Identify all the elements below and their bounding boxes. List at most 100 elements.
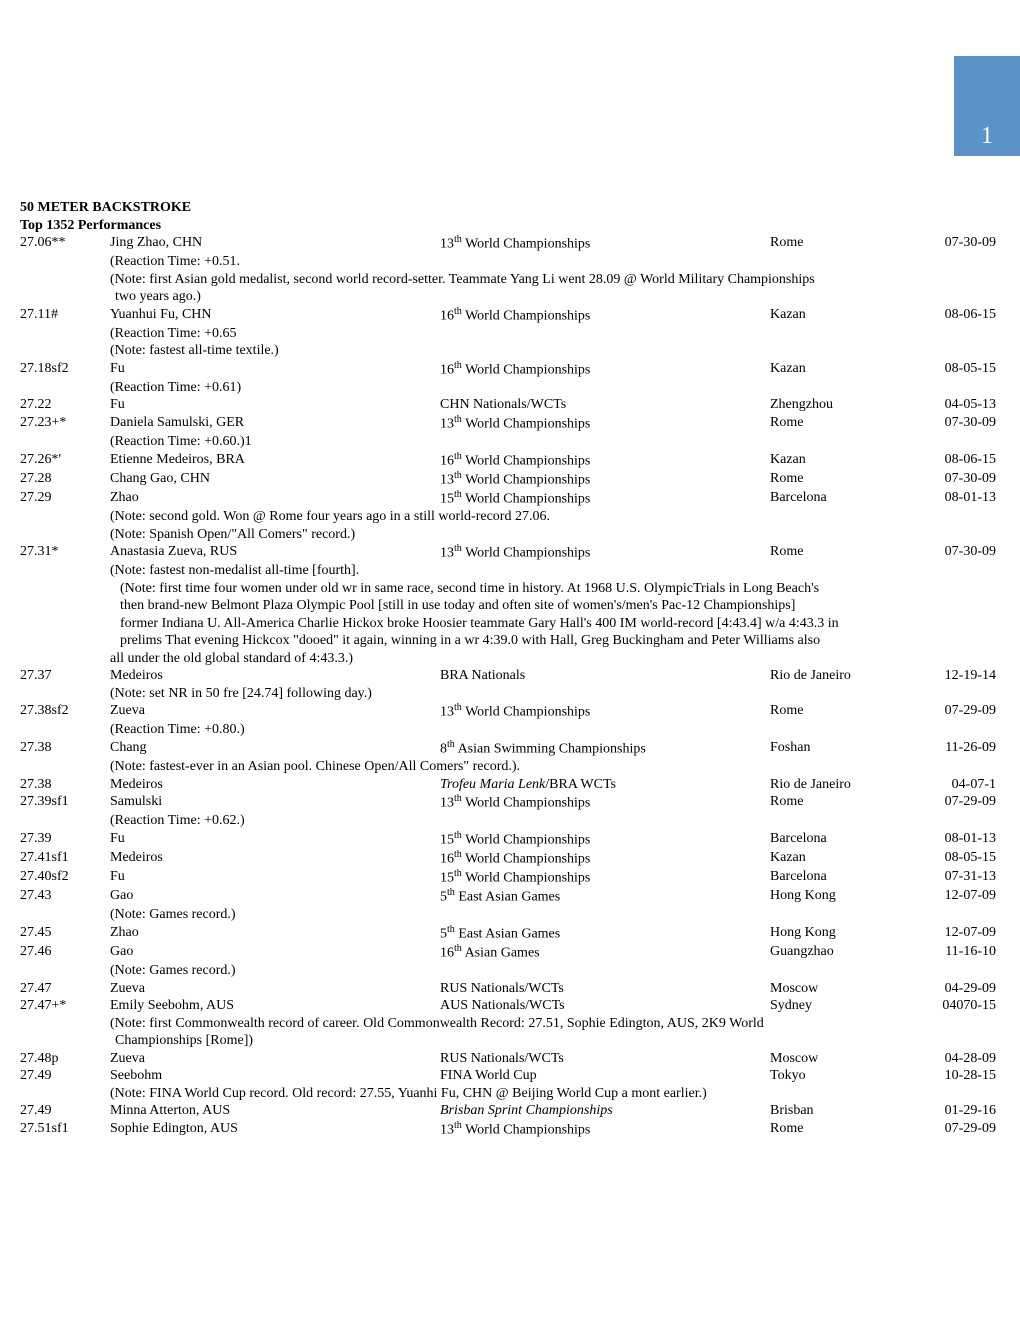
swimmer-cell: Anastasia Zueva, RUS bbox=[110, 543, 440, 562]
event-ordinal: 16 bbox=[440, 852, 454, 867]
event-tail: World Championships bbox=[462, 832, 591, 847]
date-cell: 04-07-1 bbox=[930, 776, 1000, 794]
performance-note: Championships [Rome]) bbox=[20, 1032, 1000, 1050]
date-cell: 08-06-15 bbox=[930, 451, 1000, 470]
performance-row: 27.31*Anastasia Zueva, RUS13th World Cha… bbox=[20, 543, 1000, 562]
date-cell: 12-19-14 bbox=[930, 667, 1000, 685]
time-cell: 27.28 bbox=[20, 470, 110, 489]
event-tail: World Championships bbox=[462, 417, 591, 432]
location-cell: Barcelona bbox=[770, 830, 930, 849]
performance-row: 27.38sf2Zueva13th World ChampionshipsRom… bbox=[20, 702, 1000, 721]
event-ordinal: 13 bbox=[440, 796, 454, 811]
performance-row: 27.41sf1Medeiros16th World Championships… bbox=[20, 849, 1000, 868]
document-body: 50 METER BACKSTROKE Top 1352 Performance… bbox=[0, 0, 1020, 1169]
performance-note: (Reaction Time: +0.65 bbox=[20, 325, 1000, 343]
location-cell: Moscow bbox=[770, 1050, 930, 1068]
performance-note: (Reaction Time: +0.51. bbox=[20, 253, 1000, 271]
time-cell: 27.39 bbox=[20, 830, 110, 849]
date-cell: 04-29-09 bbox=[930, 980, 1000, 998]
swimmer-cell: Fu bbox=[110, 868, 440, 887]
event-ordinal: 13 bbox=[440, 705, 454, 720]
date-cell: 04070-15 bbox=[930, 997, 1000, 1015]
performance-row: 27.11#Yuanhui Fu, CHN16th World Champion… bbox=[20, 306, 1000, 325]
event-ordinal-suffix: th bbox=[454, 830, 462, 841]
time-cell: 27.49 bbox=[20, 1067, 110, 1085]
location-cell: Kazan bbox=[770, 849, 930, 868]
location-cell: Rome bbox=[770, 1120, 930, 1139]
performance-note: (Note: FINA World Cup record. Old record… bbox=[20, 1085, 1000, 1103]
time-cell: 27.22 bbox=[20, 396, 110, 414]
date-cell: 07-29-09 bbox=[930, 1120, 1000, 1139]
event-tail: World Championships bbox=[462, 237, 591, 252]
date-cell: 07-29-09 bbox=[930, 702, 1000, 721]
swimmer-cell: Fu bbox=[110, 830, 440, 849]
event-ordinal-suffix: th bbox=[454, 868, 462, 879]
location-cell: Guangzhao bbox=[770, 943, 930, 962]
performance-row: 27.38MedeirosTrofeu Maria Lenk/BRA WCTsR… bbox=[20, 776, 1000, 794]
time-cell: 27.26*' bbox=[20, 451, 110, 470]
event-ordinal-suffix: th bbox=[447, 924, 455, 935]
event-tail: World Championships bbox=[462, 871, 591, 886]
meet-cell: 16th World Championships bbox=[440, 360, 770, 379]
performance-row: 27.28Chang Gao, CHN13th World Championsh… bbox=[20, 470, 1000, 489]
event-ordinal: 15 bbox=[440, 871, 454, 886]
location-cell: Kazan bbox=[770, 360, 930, 379]
swimmer-cell: Medeiros bbox=[110, 667, 440, 685]
event-ordinal: 16 bbox=[440, 453, 454, 468]
date-cell: 08-05-15 bbox=[930, 849, 1000, 868]
swimmer-cell: Medeiros bbox=[110, 849, 440, 868]
swimmer-cell: Fu bbox=[110, 396, 440, 414]
date-cell: 11-26-09 bbox=[930, 739, 1000, 758]
performance-note: (Note: first Asian gold medalist, second… bbox=[20, 271, 1000, 289]
performance-row: 27.39sf1Samulski13th World Championships… bbox=[20, 793, 1000, 812]
performance-note: (Reaction Time: +0.60.)1 bbox=[20, 433, 1000, 451]
event-ordinal-suffix: th bbox=[454, 306, 462, 317]
event-tail: East Asian Games bbox=[455, 890, 560, 905]
meet-cell: 16th Asian Games bbox=[440, 943, 770, 962]
performance-note: (Note: fastest-ever in an Asian pool. Ch… bbox=[20, 758, 1000, 776]
event-ordinal-suffix: th bbox=[454, 360, 462, 371]
event-tail: World Championships bbox=[462, 546, 591, 561]
event-tail: World Championships bbox=[462, 453, 591, 468]
meet-cell: 13th World Championships bbox=[440, 793, 770, 812]
performance-note: (Note: first Commonwealth record of care… bbox=[20, 1015, 1000, 1033]
meet-cell: 13th World Championships bbox=[440, 414, 770, 433]
meet-cell: 16th World Championships bbox=[440, 306, 770, 325]
meet-cell: 13th World Championships bbox=[440, 234, 770, 253]
page-number-box: 1 bbox=[954, 56, 1020, 156]
meet-cell: Trofeu Maria Lenk/BRA WCTs bbox=[440, 776, 770, 794]
event-tail: World Championships bbox=[462, 705, 591, 720]
event-heading: 50 METER BACKSTROKE bbox=[20, 200, 1000, 216]
event-ordinal-suffix: th bbox=[447, 887, 455, 898]
meet-cell: 15th World Championships bbox=[440, 830, 770, 849]
event-subheading: Top 1352 Performances bbox=[20, 218, 1000, 234]
performance-note: (Reaction Time: +0.80.) bbox=[20, 721, 1000, 739]
event-tail: World Championships bbox=[462, 796, 591, 811]
swimmer-cell: Chang Gao, CHN bbox=[110, 470, 440, 489]
performance-note: (Note: Spanish Open/"All Comers" record.… bbox=[20, 526, 1000, 544]
date-cell: 12-07-09 bbox=[930, 924, 1000, 943]
location-cell: Moscow bbox=[770, 980, 930, 998]
event-italic: Trofeu Maria Lenk bbox=[440, 777, 545, 792]
meet-cell: 13th World Championships bbox=[440, 543, 770, 562]
location-cell: Rome bbox=[770, 234, 930, 253]
meet-cell: 5th East Asian Games bbox=[440, 924, 770, 943]
date-cell: 07-29-09 bbox=[930, 793, 1000, 812]
date-cell: 01-29-16 bbox=[930, 1102, 1000, 1120]
performance-row: 27.38Chang8th Asian Swimming Championshi… bbox=[20, 739, 1000, 758]
event-ordinal: 13 bbox=[440, 237, 454, 252]
performance-row: 27.46Gao16th Asian GamesGuangzhao11-16-1… bbox=[20, 943, 1000, 962]
event-ordinal: 8 bbox=[440, 742, 447, 757]
time-cell: 27.46 bbox=[20, 943, 110, 962]
meet-cell: 5th East Asian Games bbox=[440, 887, 770, 906]
time-cell: 27.38 bbox=[20, 739, 110, 758]
performance-row: 27.39Fu15th World ChampionshipsBarcelona… bbox=[20, 830, 1000, 849]
time-cell: 27.51sf1 bbox=[20, 1120, 110, 1139]
time-cell: 27.40sf2 bbox=[20, 868, 110, 887]
performance-list: 27.06**Jing Zhao, CHN13th World Champion… bbox=[20, 234, 1000, 1139]
event-ordinal-suffix: th bbox=[454, 234, 462, 245]
meet-cell: 13th World Championships bbox=[440, 702, 770, 721]
performance-note: prelims That evening Hickcox "dooed" it … bbox=[20, 632, 1000, 650]
time-cell: 27.11# bbox=[20, 306, 110, 325]
event-ordinal: 13 bbox=[440, 472, 454, 487]
